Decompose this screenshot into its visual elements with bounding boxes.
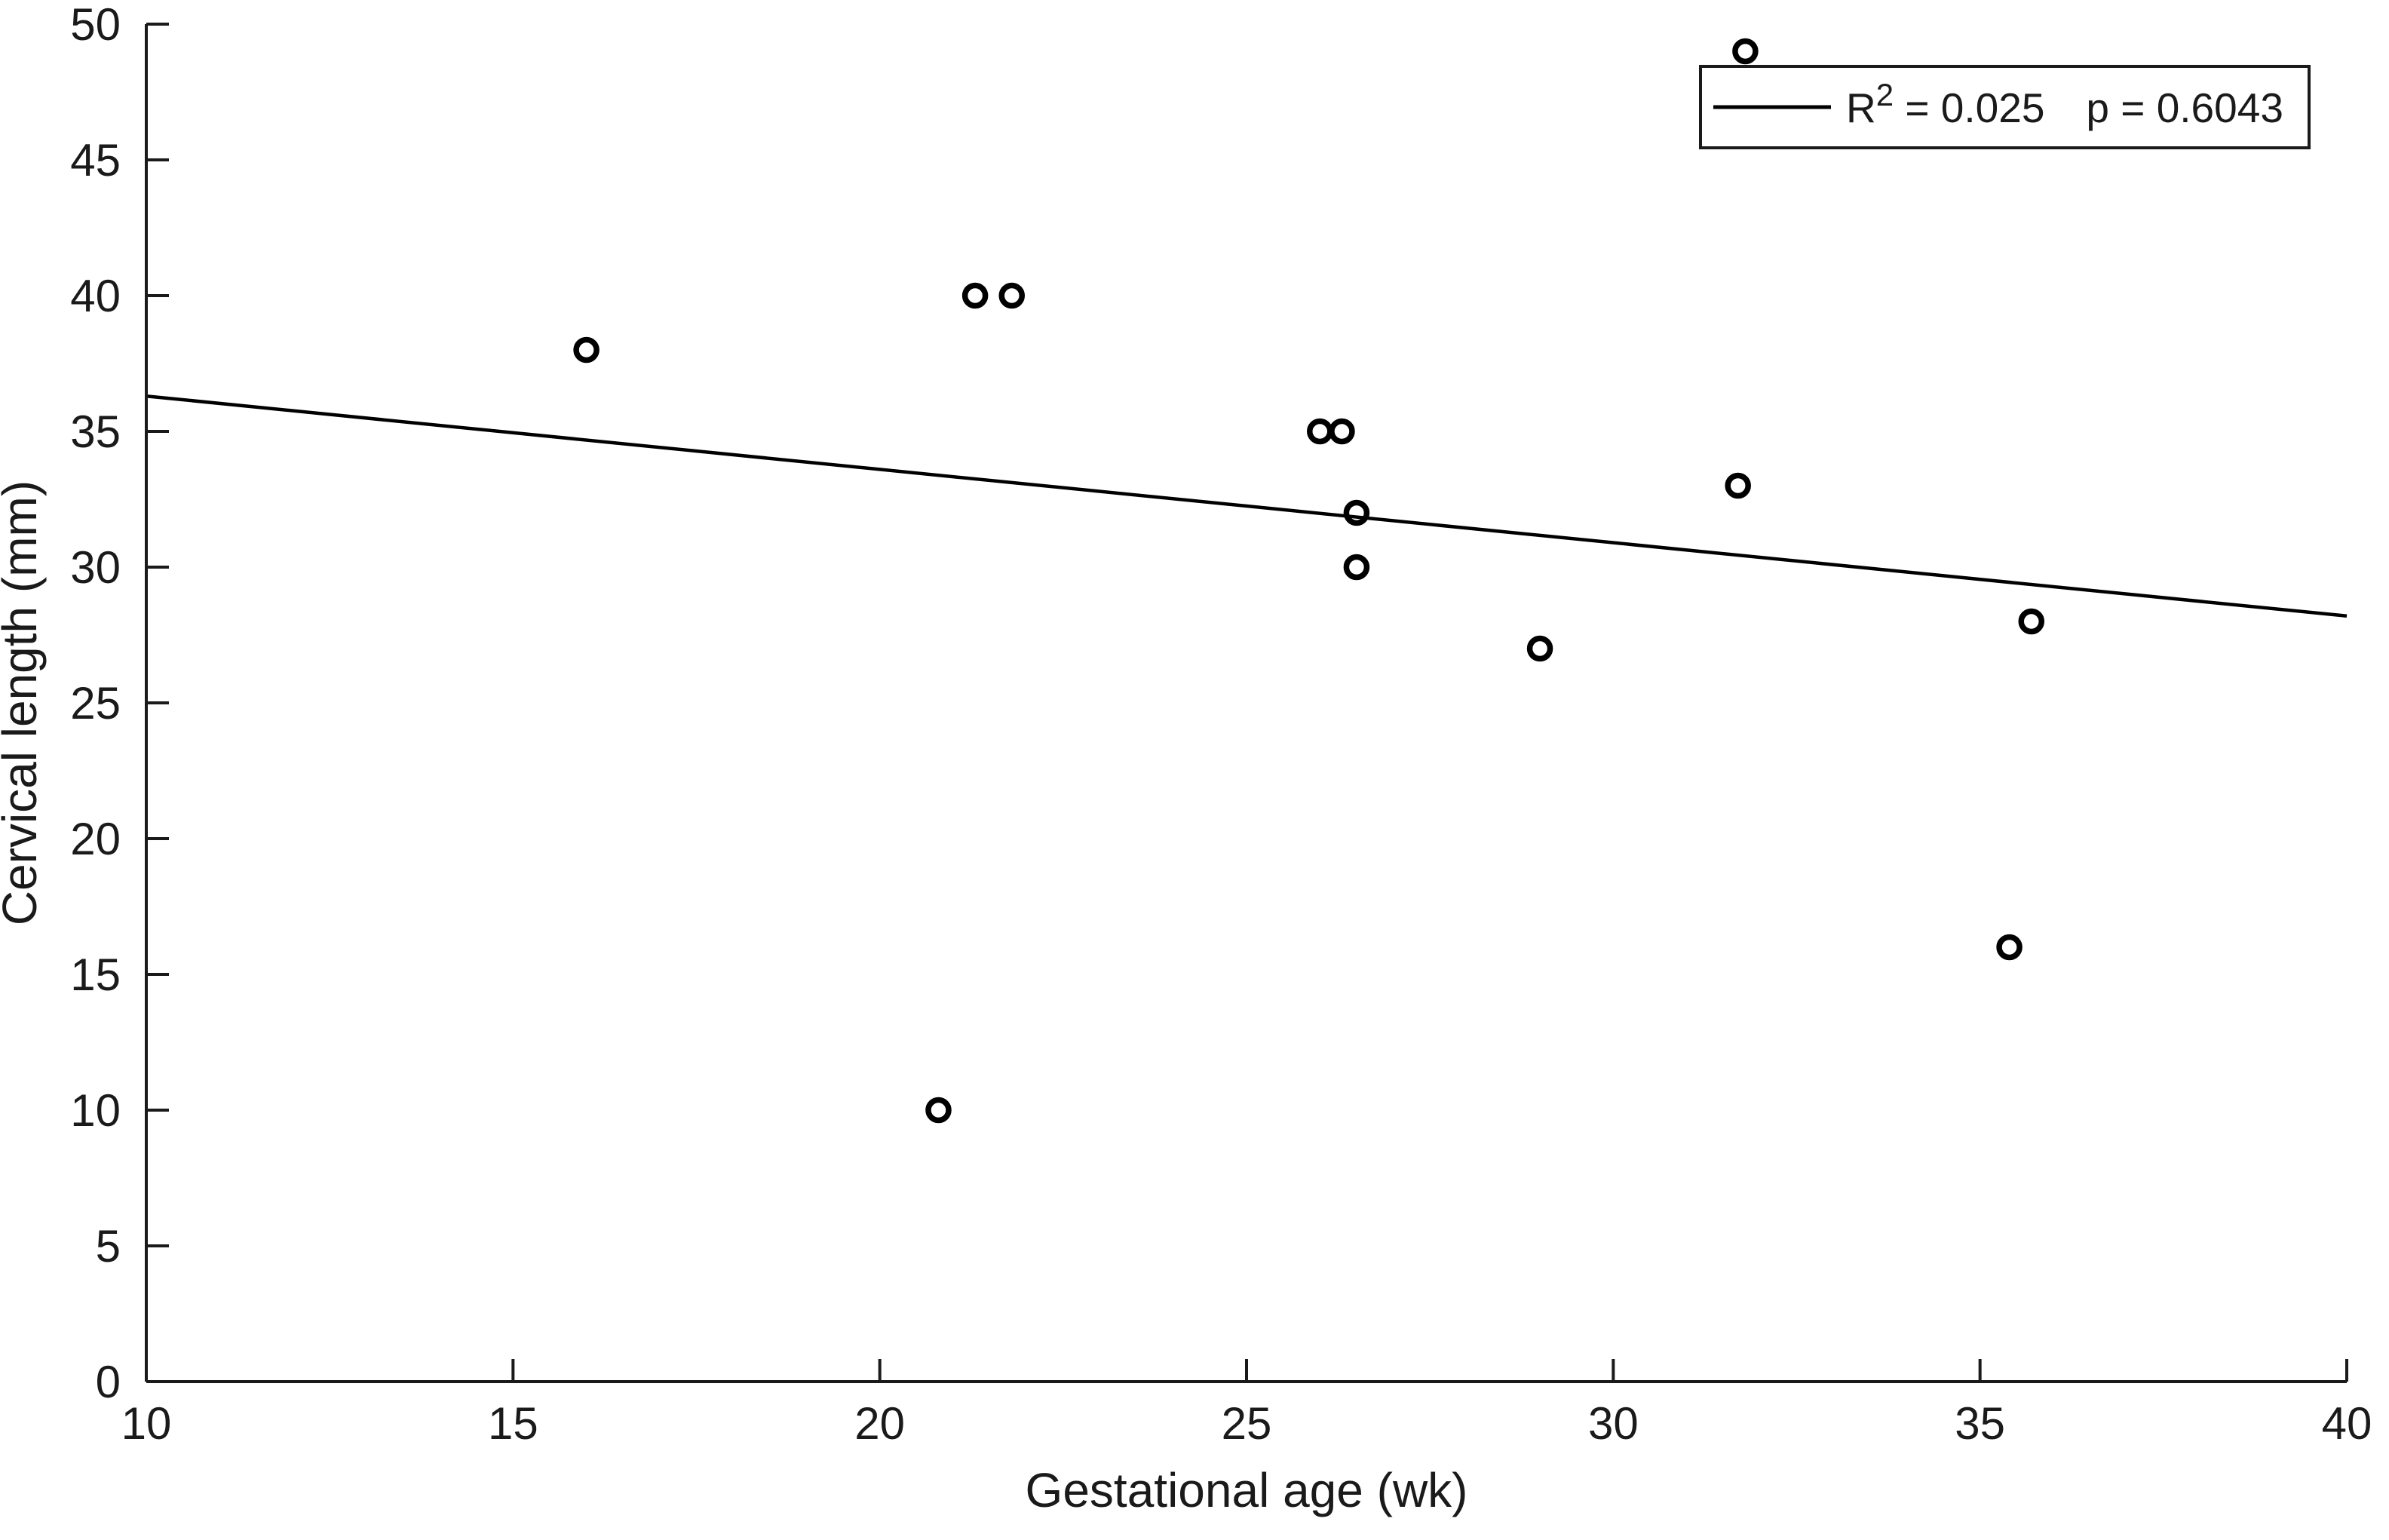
data-points-group (573, 38, 2045, 1124)
data-point-marker (1343, 554, 1370, 581)
x-tick-label: 30 (1588, 1398, 1639, 1449)
data-point-marker (1725, 472, 1751, 499)
x-tick-label: 35 (1955, 1398, 2005, 1449)
y-tick-label: 35 (70, 406, 121, 457)
x-tick-label: 20 (854, 1398, 905, 1449)
y-tick-label: 20 (70, 814, 121, 864)
x-axis-label: Gestational age (wk) (1026, 1463, 1468, 1517)
legend-r-superscript: 2 (1876, 77, 1894, 112)
y-tick-label: 45 (70, 135, 121, 186)
y-axis-ticks: 0 5 10 15 20 25 30 35 40 45 50 (70, 0, 169, 1407)
y-tick-label: 40 (70, 271, 121, 321)
regression-line-group (146, 394, 2348, 618)
regression-line (146, 394, 2348, 618)
data-point-marker (961, 282, 989, 309)
x-tick-label: 40 (2322, 1398, 2372, 1449)
y-tick-label: 25 (70, 678, 121, 729)
x-tick-label: 25 (1222, 1398, 1272, 1449)
data-point-marker (1343, 499, 1370, 526)
legend-label: R2 = 0.025 p = 0.6043 (1846, 77, 2283, 131)
x-tick-label: 15 (488, 1398, 538, 1449)
data-point-marker (2018, 608, 2045, 635)
data-point-marker (1996, 934, 2023, 961)
y-tick-label: 15 (70, 949, 121, 1000)
y-tick-label: 10 (70, 1085, 121, 1136)
legend-r-value: = 0.025 (1894, 84, 2044, 131)
data-point-marker (1329, 418, 1355, 445)
data-point-marker (998, 282, 1025, 309)
y-tick-label: 5 (96, 1221, 121, 1272)
legend-p-value: p = 0.6043 (2086, 84, 2283, 131)
legend: R2 = 0.025 p = 0.6043 (1699, 65, 2311, 149)
y-tick-label: 0 (96, 1357, 121, 1407)
data-point-marker (1526, 635, 1553, 662)
data-point-marker (1732, 38, 1759, 65)
x-axis-ticks: 10 15 20 25 30 35 40 (121, 1359, 2372, 1449)
x-tick-label: 10 (121, 1398, 172, 1449)
legend-r-base: R (1846, 84, 1876, 131)
y-tick-label: 30 (70, 542, 121, 593)
data-point-marker (573, 336, 600, 364)
y-tick-label: 50 (70, 0, 121, 50)
y-axis-label: Cervical length (mm) (0, 480, 47, 925)
plot-area (146, 24, 2347, 1382)
data-point-marker (925, 1097, 952, 1124)
